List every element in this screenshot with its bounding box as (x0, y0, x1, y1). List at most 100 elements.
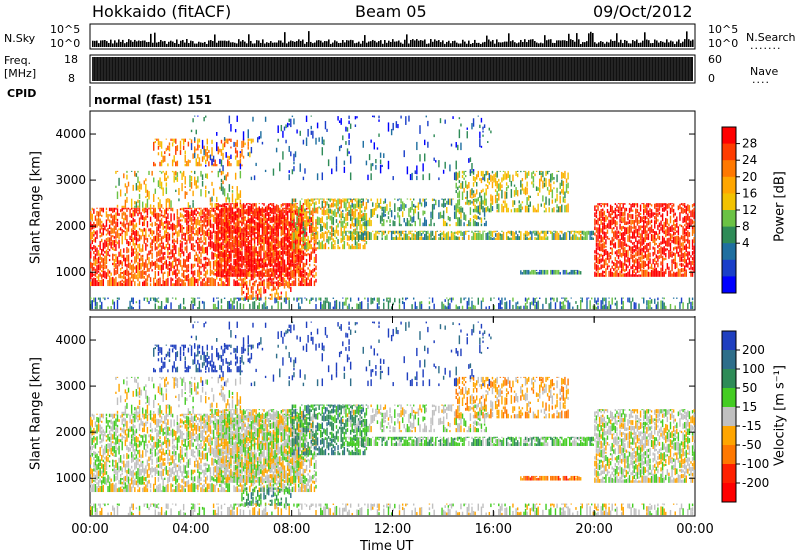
power-cell (688, 257, 691, 265)
power-cell (93, 208, 95, 214)
power-cell (94, 248, 97, 252)
power-cell (255, 297, 257, 302)
power-cell (216, 243, 218, 252)
nsky-bar (154, 32, 156, 47)
power-cell (157, 250, 160, 257)
power-cell (286, 254, 289, 256)
power-cell (228, 203, 231, 205)
power-cell (442, 237, 445, 240)
power-cell (583, 236, 585, 240)
power-cell (650, 263, 653, 270)
power-cell (197, 185, 199, 189)
power-cell (283, 247, 286, 251)
power-cell (159, 249, 161, 257)
power-cell (141, 244, 144, 252)
power-cell (165, 187, 168, 195)
power-cell (93, 297, 95, 303)
nsky-bar (468, 40, 470, 47)
power-cell (119, 260, 122, 265)
power-cell (639, 204, 642, 212)
power-cell (464, 214, 467, 221)
power-cell (425, 201, 428, 207)
power-cell (568, 231, 571, 240)
power-cell (630, 253, 632, 260)
power-cell (90, 221, 92, 228)
power-cell (244, 223, 246, 231)
power-cell (101, 264, 103, 269)
power-cell (430, 211, 432, 218)
power-cell (545, 170, 547, 176)
power-cell (271, 273, 273, 277)
power-cell (488, 305, 491, 310)
power-cell (225, 236, 227, 245)
power-cell (676, 297, 678, 299)
power-cell (638, 270, 640, 273)
power-cell (220, 170, 223, 176)
power-cell (140, 255, 142, 261)
nsky-bar (212, 41, 214, 47)
power-cell (119, 268, 122, 271)
power-cell (546, 230, 549, 234)
power-cell (346, 222, 349, 226)
power-cell (291, 220, 294, 224)
power-cell (518, 236, 520, 240)
power-cell (625, 243, 628, 247)
nsky-bar (318, 40, 320, 47)
power-cell (602, 216, 604, 221)
power-cell (230, 163, 232, 167)
power-cell (318, 297, 320, 301)
power-cell (181, 233, 183, 240)
power-cell (661, 297, 664, 299)
power-cell (170, 207, 172, 211)
power-cell (257, 234, 259, 244)
power-cell (627, 235, 629, 242)
power-cell (260, 298, 262, 301)
power-cell (290, 241, 292, 250)
power-cell (556, 209, 558, 213)
power-cell (99, 280, 101, 287)
power-cell (372, 163, 374, 167)
power-cell (683, 224, 686, 227)
power-cell (671, 234, 673, 239)
power-cell (329, 231, 331, 236)
power-cell (562, 301, 565, 310)
power-cell (104, 255, 106, 262)
power-cell (241, 228, 243, 235)
power-cell (305, 228, 308, 231)
power-cell (570, 269, 572, 275)
power-cell (141, 257, 144, 267)
power-cell (499, 233, 502, 236)
power-cell (564, 297, 566, 302)
power-cell (285, 203, 287, 205)
power-cell (650, 219, 653, 224)
power-cell (137, 231, 139, 237)
power-cell (526, 305, 528, 310)
power-cell (375, 230, 377, 232)
power-cell (595, 247, 598, 255)
power-cell (639, 216, 642, 224)
power-cell (115, 263, 117, 270)
power-cell (351, 219, 353, 227)
power-cell (343, 235, 346, 240)
power-cell (321, 231, 324, 239)
power-cell (310, 203, 312, 207)
power-cell (263, 302, 265, 310)
power-cell (195, 148, 197, 151)
power-cell (537, 271, 539, 275)
power-cell (449, 198, 451, 205)
nsky-bar (474, 39, 476, 47)
power-cell (378, 115, 380, 119)
power-cell (123, 230, 125, 233)
nsky-bar (146, 42, 148, 47)
power-cell (105, 207, 108, 211)
power-cell (567, 272, 569, 275)
nsky-bar (578, 39, 580, 47)
power-cell (234, 231, 237, 235)
power-cell (288, 123, 290, 126)
power-cell (223, 262, 226, 272)
power-cell (167, 263, 169, 270)
power-cell (491, 170, 494, 174)
power-cell (424, 230, 426, 232)
nsky-bar (186, 39, 188, 47)
power-cell (520, 270, 522, 275)
